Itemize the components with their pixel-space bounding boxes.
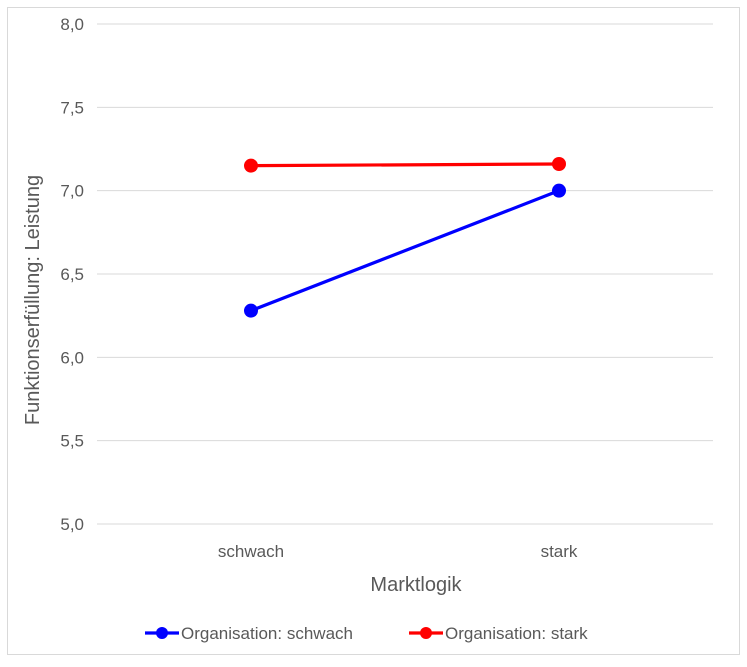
- data-point: [552, 183, 566, 198]
- gridlines: [97, 23, 713, 525]
- x-tick-label: schwach: [218, 542, 284, 561]
- chart-border: [7, 7, 740, 655]
- data-point: [244, 158, 258, 173]
- y-tick-label: 6,5: [60, 265, 84, 284]
- y-tick-label: 5,0: [60, 515, 84, 534]
- y-tick-label: 8,0: [60, 15, 84, 34]
- legend-item: Organisation: stark: [409, 624, 588, 643]
- x-tick-label: stark: [541, 542, 578, 561]
- y-tick-label: 6,0: [60, 348, 84, 367]
- legend-label: Organisation: schwach: [181, 624, 353, 643]
- x-axis-title: Marktlogik: [370, 574, 462, 596]
- legend: Organisation: schwach Organisation: stark: [145, 624, 588, 643]
- data-point: [552, 157, 566, 171]
- legend-marker: [420, 627, 432, 639]
- series-1: [244, 183, 566, 318]
- y-tick-label: 7,0: [60, 182, 84, 201]
- series: [244, 157, 566, 318]
- y-tick-label: 7,5: [60, 98, 84, 117]
- legend-label: Organisation: stark: [445, 624, 588, 643]
- legend-item: Organisation: schwach: [145, 624, 353, 643]
- y-axis-ticks: 5,0 5,5 6,0 6,5 7,0 7,5 8,0: [60, 15, 84, 534]
- legend-marker: [156, 627, 168, 639]
- y-axis-title: Funktionserfüllung: Leistung: [22, 175, 44, 425]
- series-2: [244, 157, 566, 173]
- x-axis-ticks: schwach stark: [218, 542, 578, 561]
- y-tick-label: 5,5: [60, 432, 84, 451]
- data-point: [244, 303, 258, 318]
- series-line: [250, 189, 560, 313]
- series-line: [250, 162, 560, 168]
